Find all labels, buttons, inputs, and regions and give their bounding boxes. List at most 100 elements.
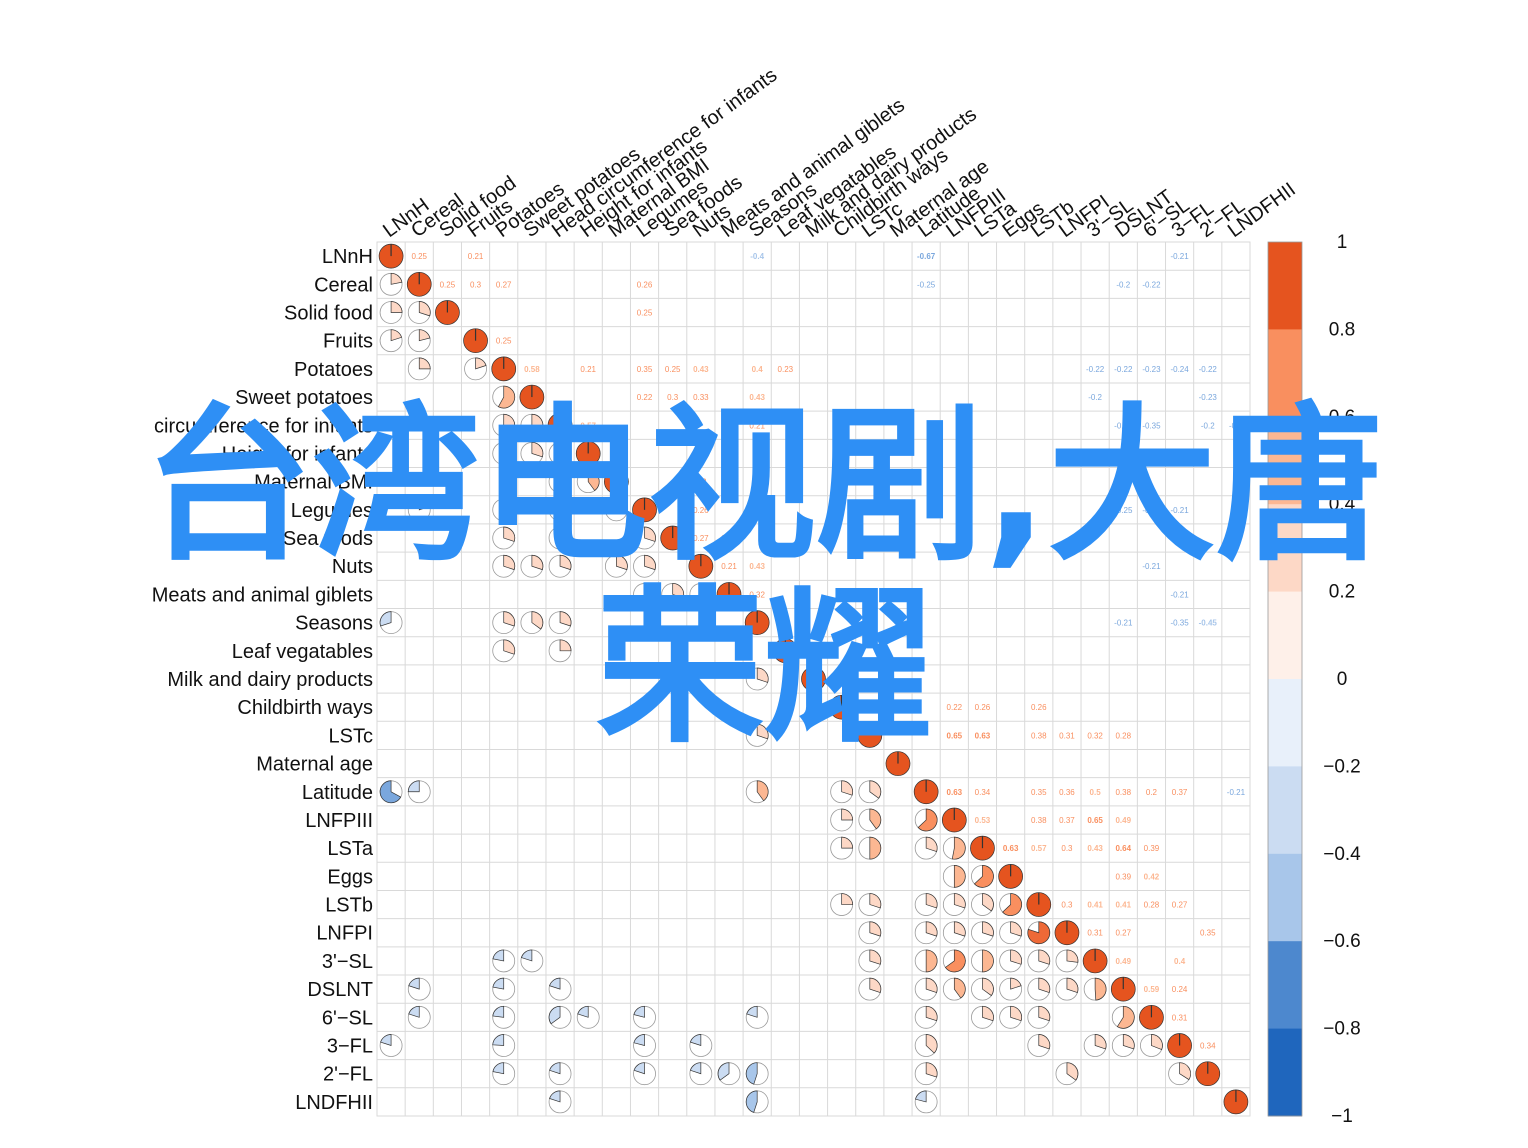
value-label: 0.22 — [637, 393, 653, 402]
pie-cell — [971, 1005, 994, 1029]
pie-cell — [858, 836, 882, 860]
value-label: 0.63 — [1003, 844, 1019, 853]
value-label: -0.45 — [1199, 619, 1218, 628]
diagonal-cell — [1167, 1033, 1192, 1058]
pie-cell — [942, 836, 966, 860]
colorbar-tick-label: 0.8 — [1329, 319, 1355, 340]
value-label: -0.21 — [1170, 252, 1189, 261]
pie-cell — [1027, 1005, 1051, 1029]
value-label: 0.25 — [637, 308, 653, 317]
colorbar-band — [1268, 416, 1302, 505]
colorbar-tick-label: 0.2 — [1329, 582, 1355, 603]
value-label: 0.35 — [1200, 929, 1216, 938]
value-label: 0.23 — [778, 365, 794, 374]
diagonal-cell — [604, 469, 629, 494]
pie-cell — [492, 1062, 516, 1086]
value-label: 0.41 — [1087, 901, 1103, 910]
value-label: -0.2 — [1116, 449, 1130, 458]
colorbar-band — [1268, 242, 1302, 330]
pie-cell — [914, 977, 938, 1001]
pie-cell — [1168, 1062, 1191, 1086]
value-label: -0.67 — [917, 252, 936, 261]
diagonal-cell — [406, 271, 432, 297]
pie-cell — [942, 977, 966, 1001]
pie-cell — [492, 977, 516, 1001]
value-label: 0.57 — [1031, 844, 1047, 853]
row-label: LNFPI — [316, 923, 373, 945]
colorbar-band — [1268, 329, 1302, 418]
pie-cell — [914, 1034, 938, 1057]
colorbar-tick-label: −0.8 — [1323, 1019, 1361, 1040]
value-label: -0.2 — [1088, 393, 1102, 402]
value-label: 0.21 — [580, 365, 596, 374]
pie-cell — [745, 1005, 769, 1029]
colorbar-band — [1268, 766, 1302, 855]
pie-cell — [999, 1005, 1023, 1029]
value-label: -0.35 — [1142, 421, 1161, 430]
pie-cell — [1111, 1034, 1135, 1057]
diagonal-cell — [463, 328, 488, 354]
diagonal-cell — [998, 864, 1023, 889]
pie-cell — [830, 836, 854, 860]
pie-cell — [407, 977, 431, 1001]
row-label: Sea foods — [283, 528, 373, 550]
row-label: circumference for infants — [154, 415, 373, 437]
pie-cell — [1055, 949, 1079, 973]
value-label: 0.3 — [470, 280, 482, 289]
value-label: 0.31 — [1172, 1013, 1188, 1022]
value-label: -0.23 — [1142, 365, 1161, 374]
pie-cell — [689, 1034, 713, 1057]
pie-cell — [520, 442, 544, 465]
row-label: LNDFHII — [295, 1092, 373, 1114]
row-label: Legumes — [291, 500, 373, 522]
pie-cell — [492, 1034, 516, 1057]
pie-cell — [1055, 977, 1079, 1001]
pie-cell — [548, 1090, 572, 1114]
value-label: 0.25 — [440, 280, 456, 289]
value-label: -0.4 — [750, 252, 764, 261]
value-label: 0.4 — [752, 365, 764, 374]
row-label: 2'−FL — [323, 1064, 373, 1086]
row-label: Leaf vegatables — [232, 641, 373, 663]
pie-cell — [407, 357, 431, 381]
diagonal-cell — [1110, 976, 1136, 1002]
pie-cell — [689, 1062, 713, 1086]
value-label: 0.27 — [496, 280, 512, 289]
pie-cell — [633, 554, 656, 578]
value-label: 0.21 — [721, 562, 737, 571]
value-label: -0.21 — [1170, 590, 1189, 599]
row-label: LSTa — [327, 838, 373, 860]
diagonal-cell — [378, 243, 404, 269]
colorbar-band — [1268, 853, 1302, 942]
value-label: 0.39 — [1144, 844, 1160, 853]
value-label: 0.53 — [975, 816, 991, 825]
pie-cell — [548, 554, 572, 578]
pie-cell — [1027, 949, 1051, 973]
pie-cell — [942, 893, 966, 916]
value-label: 0.3 — [1061, 844, 1073, 853]
pie-cell — [407, 1005, 431, 1029]
pie-cell — [858, 949, 882, 973]
diagonal-cell — [913, 779, 939, 805]
pie-cell — [633, 1034, 656, 1057]
value-label: 0.64 — [1115, 844, 1131, 853]
pie-cell — [971, 921, 994, 945]
row-label: Childbirth ways — [237, 697, 373, 719]
pie-cell — [548, 639, 572, 663]
pie-cell — [745, 723, 769, 747]
row-labels: LNnH Cereal Solid food Fruits Potatoes Sweet … — [152, 246, 374, 1114]
diagonal-cell — [744, 610, 770, 635]
value-label: 0.4 — [1174, 957, 1186, 966]
diagonal-cell — [772, 638, 798, 664]
pie-cell — [971, 977, 994, 1001]
pie-cell — [604, 498, 628, 522]
colorbar-band — [1268, 679, 1302, 767]
value-label: 0.49 — [1115, 816, 1131, 825]
pie-cell — [379, 780, 403, 804]
value-label: 0.28 — [1144, 901, 1160, 910]
value-label: 0.24 — [1172, 985, 1188, 994]
pie-cell — [858, 977, 882, 1001]
value-label: 0.35 — [637, 365, 653, 374]
diagonal-cell — [688, 553, 714, 579]
diagonal-cell — [632, 497, 657, 523]
